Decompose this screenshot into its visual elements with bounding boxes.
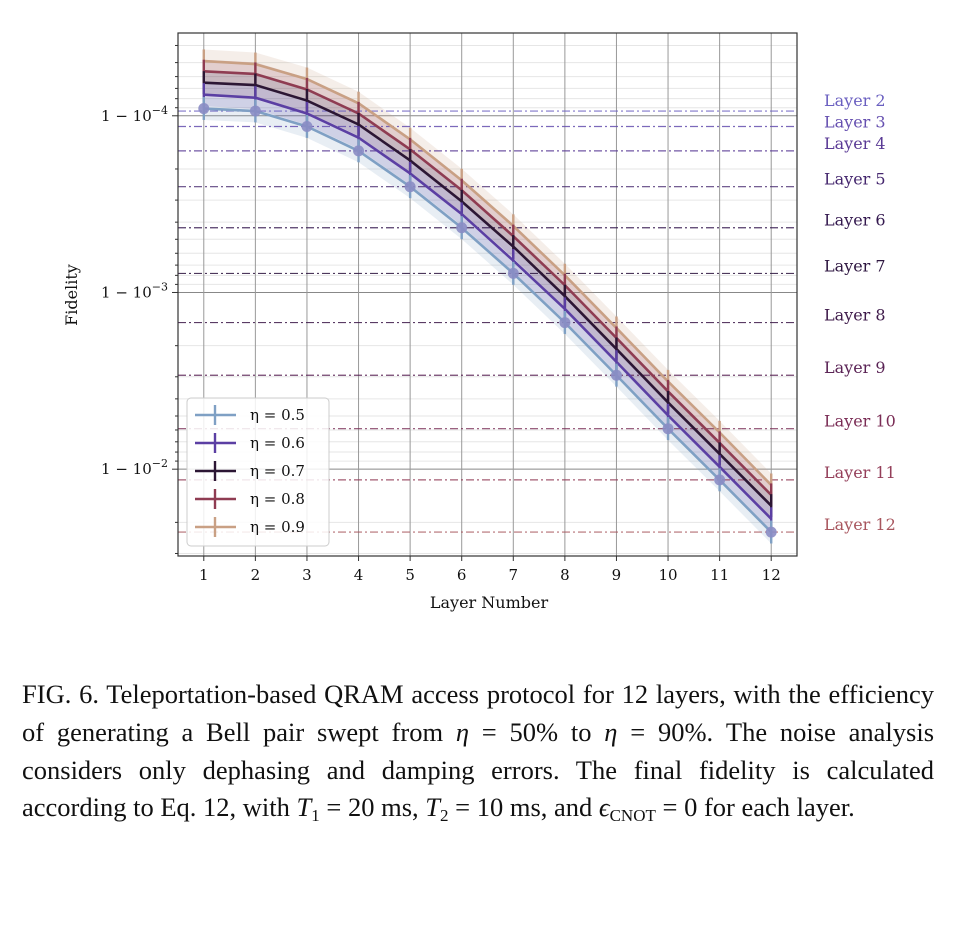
caption-text-segment: = 90%. The noise analysis considers only… (22, 716, 935, 823)
axes: 1 2 3 4 5 6 7 8 9 10 11 121 − 10−41 − 10−31 − 10−2 (101, 104, 781, 584)
layer-label: Layer 6 (824, 211, 886, 230)
layer-label: Layer 10 (824, 412, 896, 431)
caption-text-segment: = 0 for each layer. (655, 792, 855, 823)
layer-label: Layer 11 (824, 463, 896, 482)
series-lines (198, 49, 777, 544)
data-point (714, 474, 726, 486)
data-point (301, 121, 313, 133)
x-tick-label: 10 (658, 566, 677, 584)
x-tick-label: 11 (710, 566, 729, 584)
caption-text-segment: T (296, 792, 312, 823)
data-point (559, 317, 571, 329)
layer-label: Layer 2 (824, 91, 886, 110)
legend-label: η = 0.7 (250, 462, 305, 480)
x-tick-label: 4 (354, 566, 364, 584)
legend-label: η = 0.6 (250, 434, 305, 452)
figure-caption: FIG. 6. Teleportation-based QRAM access … (22, 676, 934, 827)
caption-text-segment: CNOT (609, 806, 656, 826)
caption-text-segment: η (455, 716, 470, 747)
series-line (203, 93, 773, 520)
x-axis-label: Layer Number (430, 593, 549, 612)
plot-frame (177, 32, 798, 557)
data-point (507, 267, 519, 279)
data-point (249, 105, 261, 117)
x-tick-label: 9 (612, 566, 622, 584)
data-point (404, 181, 416, 193)
series-line (203, 81, 773, 507)
x-tick-label: 2 (251, 566, 261, 584)
x-tick-label: 7 (509, 566, 519, 584)
series-line (203, 69, 773, 496)
caption-text-segment: = 50% to (469, 716, 605, 747)
caption-text-segment: η (604, 716, 618, 747)
data-point (765, 526, 777, 538)
layer-label: Layer 8 (824, 306, 886, 325)
legend-label: η = 0.8 (250, 490, 305, 508)
legend-label: η = 0.5 (250, 406, 305, 424)
x-tick-label: 3 (302, 566, 312, 584)
x-tick-label: 5 (405, 566, 415, 584)
caption-text-segment: = 20 ms, (319, 792, 426, 823)
layer-label: Layer 12 (824, 515, 896, 534)
y-tick-label: 1 − 10−3 (101, 280, 168, 301)
fidelity-chart: Layer 2 Layer 3 Layer 4 Layer 5 Layer 6 Layer… (62, 32, 896, 612)
data-point (198, 103, 210, 115)
y-axis-label: Fidelity (62, 264, 81, 326)
x-tick-label: 6 (457, 566, 467, 584)
caption-text-segment: = 10 ms, and (448, 792, 599, 823)
legend-box (186, 397, 330, 547)
data-point (662, 423, 674, 435)
caption-text-segment: 2 (440, 806, 449, 826)
data-point (610, 369, 622, 381)
x-tick-label: 1 (199, 566, 209, 584)
layer-label: Layer 9 (824, 358, 886, 377)
series-line (203, 107, 773, 534)
series-line (203, 59, 773, 486)
layer-label: Layer 3 (824, 113, 886, 132)
caption-text-segment: 1 (311, 806, 320, 826)
legend-label: η = 0.9 (250, 518, 305, 536)
caption-text-segment: FIG. 6. Teleportation-based QRAM access … (22, 679, 934, 747)
y-tick-label: 1 − 10−2 (101, 457, 168, 478)
layer-label: Layer 4 (824, 134, 886, 153)
data-point (456, 222, 468, 234)
caption-text-segment: ϵ (598, 792, 610, 823)
x-tick-label: 8 (560, 566, 570, 584)
caption-text-segment: T (425, 792, 441, 823)
x-tick-label: 12 (762, 566, 781, 584)
layer-label: Layer 5 (824, 170, 886, 189)
layer-label: Layer 7 (824, 256, 886, 275)
legend: η = 0.5 η = 0.6 η = 0.7 η = 0.8 η = 0.9 (186, 397, 330, 547)
data-point (353, 145, 365, 157)
y-tick-label: 1 − 10−4 (101, 104, 168, 125)
